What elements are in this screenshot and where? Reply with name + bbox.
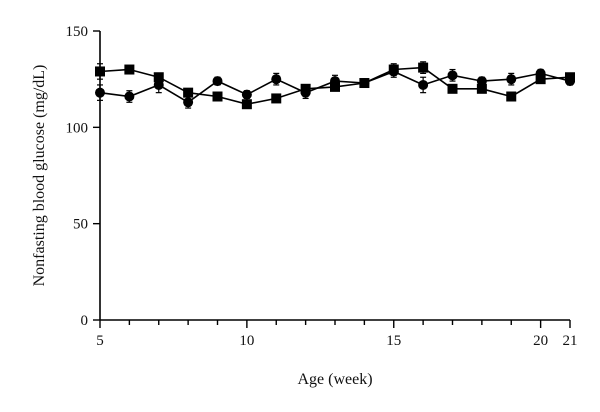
y-tick-label: 50 bbox=[73, 217, 88, 233]
x-tick-label: 15 bbox=[386, 333, 401, 349]
data-point-circle bbox=[183, 97, 194, 108]
data-point-circle bbox=[535, 68, 546, 79]
y-tick-label: 100 bbox=[66, 120, 89, 136]
data-point-circle bbox=[506, 74, 517, 85]
data-point-circle bbox=[388, 66, 399, 77]
series-layer bbox=[95, 61, 575, 110]
data-point-circle bbox=[124, 91, 135, 102]
y-tick-label: 150 bbox=[66, 24, 89, 40]
data-point-square bbox=[535, 74, 546, 85]
data-point-square bbox=[124, 64, 135, 75]
data-point-circle bbox=[271, 74, 282, 85]
data-point-circle bbox=[359, 78, 370, 89]
data-point-square bbox=[241, 99, 252, 110]
data-point-square bbox=[418, 62, 429, 73]
data-point-circle bbox=[300, 87, 311, 98]
x-tick-label: 10 bbox=[239, 333, 254, 349]
data-point-circle bbox=[241, 89, 252, 100]
data-point-square bbox=[506, 91, 517, 102]
data-point-square bbox=[447, 83, 458, 94]
ticks-layer: 0 50 100 150 5 10 15 20 21 bbox=[66, 24, 578, 349]
data-point-circle bbox=[212, 76, 223, 87]
x-tick-label: 20 bbox=[533, 333, 548, 349]
data-point-circle bbox=[418, 79, 429, 90]
data-point-square bbox=[476, 83, 487, 94]
x-tick-label: 5 bbox=[96, 333, 104, 349]
data-point-square bbox=[271, 93, 282, 104]
y-tick-label: 0 bbox=[81, 313, 89, 329]
data-point-circle bbox=[447, 70, 458, 81]
data-point-square bbox=[183, 87, 194, 98]
data-point-square bbox=[212, 91, 223, 102]
data-point-circle bbox=[565, 76, 575, 87]
series-2 bbox=[95, 65, 575, 109]
data-point-circle bbox=[153, 79, 164, 90]
x-axis-title: Age (week) bbox=[297, 371, 372, 388]
data-point-circle bbox=[330, 76, 340, 87]
x-tick-label: 21 bbox=[563, 333, 578, 349]
y-axis-title: Nonfasting blood glucose (mg/dL) bbox=[31, 65, 48, 287]
data-point-circle bbox=[476, 76, 487, 87]
